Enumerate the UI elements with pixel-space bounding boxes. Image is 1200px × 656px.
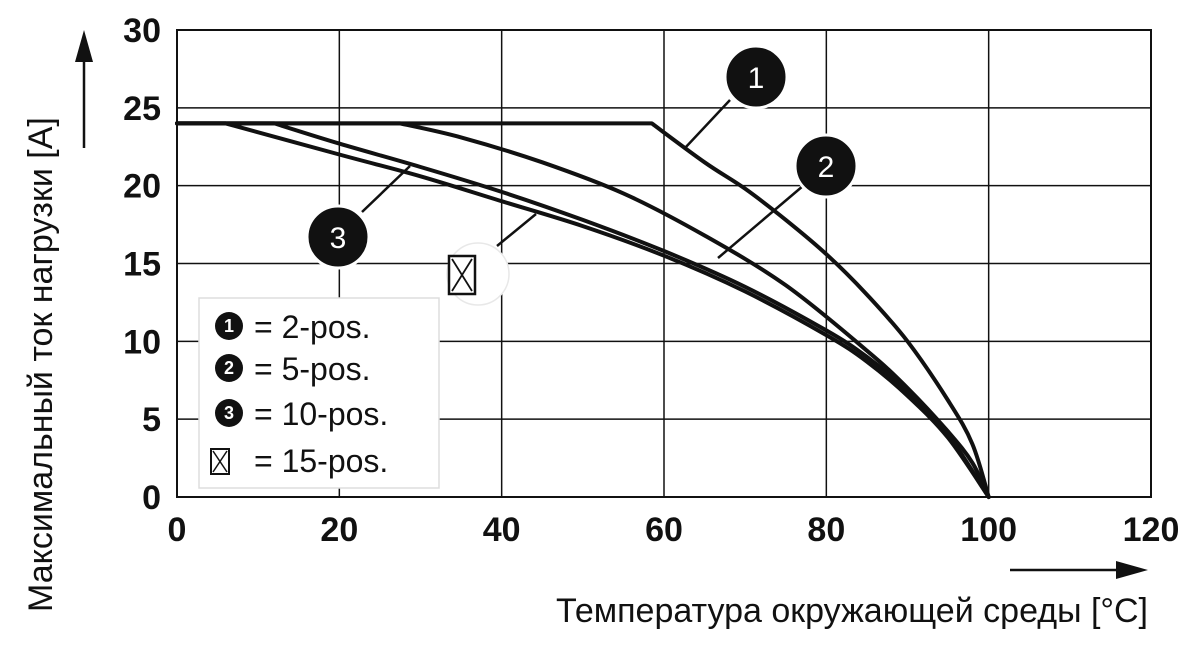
- x-tick-label: 0: [168, 511, 187, 549]
- callout-marker-1: 1: [723, 44, 789, 110]
- series-line-5-pos: [175, 121, 991, 499]
- x-tick-label: 80: [807, 511, 845, 549]
- y-tick-labels: 0 5 10 15 20 25 30: [123, 12, 161, 517]
- legend-marker-1: [215, 312, 243, 340]
- legend-marker-1-label: 1: [224, 316, 234, 336]
- callout-leaders: [361, 99, 811, 259]
- legend-label-1: = 2-pos.: [254, 309, 371, 345]
- series-line-10-pos: [175, 121, 991, 499]
- y-axis-title: Максимальный ток нагрузки [A]: [22, 117, 60, 612]
- y-tick-label: 30: [123, 12, 161, 50]
- legend-label-2: = 5-pos.: [254, 351, 371, 387]
- x-tick-label: 100: [960, 511, 1017, 549]
- y-tick-label: 10: [123, 323, 161, 361]
- cross-box-icon: [447, 254, 477, 296]
- legend-label-3: = 10-pos.: [254, 396, 388, 432]
- series-lines: [175, 121, 991, 499]
- legend-item-3: 3 = 10-pos.: [215, 396, 388, 432]
- callout-marker-2: 2: [793, 133, 859, 199]
- callout-marker-3: 3: [305, 204, 371, 270]
- x-tick-label: 40: [483, 511, 521, 549]
- x-tick-label: 120: [1123, 511, 1180, 549]
- x-axis-arrow: [1010, 561, 1148, 579]
- series-line-2-pos: [175, 121, 991, 499]
- legend-marker-2: [215, 354, 243, 382]
- x-tick-labels: 0 20 40 60 80 100 120: [168, 511, 1180, 549]
- legend-item-2: 2 = 5-pos.: [215, 351, 371, 387]
- legend-label-4: = 15-pos.: [254, 443, 388, 479]
- legend-item-1: 1 = 2-pos.: [215, 309, 371, 345]
- callout-marker-3-label: 3: [330, 222, 347, 255]
- y-axis-arrow: [75, 30, 93, 148]
- legend-cross-box-icon: [210, 448, 230, 475]
- callout-leader-15: [496, 213, 537, 247]
- x-axis-title: Температура окружающей среды [°C]: [556, 592, 1148, 630]
- callout-marker-1-label: 1: [748, 62, 765, 95]
- legend-marker-3: [215, 399, 243, 427]
- callout-leader-3: [361, 165, 411, 213]
- y-tick-label: 25: [123, 90, 161, 128]
- y-tick-label: 0: [142, 479, 161, 517]
- x-tick-label: 20: [320, 511, 358, 549]
- callout-marker-15: [446, 242, 510, 306]
- y-tick-label: 20: [123, 168, 161, 206]
- legend-marker-3-label: 3: [224, 403, 234, 423]
- y-tick-label: 5: [142, 401, 161, 439]
- y-tick-label: 15: [123, 246, 161, 284]
- plot-frame: [176, 29, 1152, 498]
- legend-item-4: = 15-pos.: [210, 443, 388, 479]
- series-line-15-pos: [175, 121, 991, 499]
- x-tick-label: 60: [645, 511, 683, 549]
- legend-marker-2-label: 2: [224, 358, 234, 378]
- callout-leader-2: [717, 179, 811, 259]
- callout-marker-2-label: 2: [818, 151, 835, 184]
- callout-leader-1: [684, 99, 731, 149]
- legend: 1 = 2-pos. 2 = 5-pos. 3 = 10-pos. = 15-p…: [198, 297, 440, 489]
